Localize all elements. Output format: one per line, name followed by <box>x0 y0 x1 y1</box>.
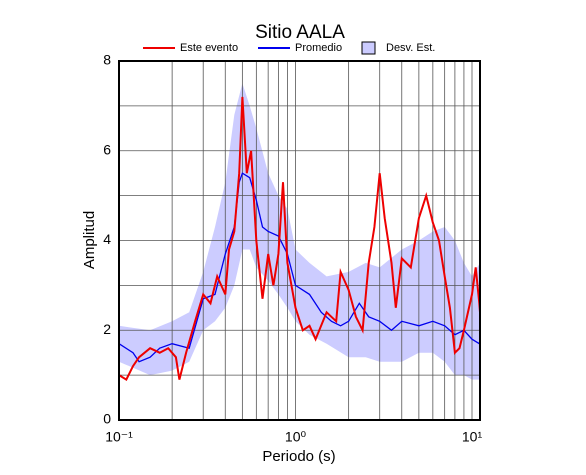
series-line <box>118 96 481 382</box>
chart-title: Sitio AALA <box>255 22 345 43</box>
x-axis-label: Periodo (s) <box>262 448 335 465</box>
legend-label: Este evento <box>180 42 238 54</box>
legend-label: Promedio <box>295 42 342 54</box>
y-axis-label: Amplitud <box>81 211 98 269</box>
y-tick-label: 6 <box>103 141 111 157</box>
y-tick-label: 0 <box>103 411 111 427</box>
series-line <box>118 172 481 363</box>
std-band <box>119 83 480 380</box>
plot-frame <box>118 60 481 421</box>
x-tick-label: 10⁻¹ <box>105 429 133 445</box>
y-tick-label: 2 <box>103 321 111 337</box>
x-tick-label: 10¹ <box>462 429 483 445</box>
y-tick-label: 4 <box>103 231 111 247</box>
x-tick-label: 10⁰ <box>285 429 307 445</box>
legend-swatch <box>361 41 376 55</box>
y-tick-label: 8 <box>103 52 111 68</box>
legend-label: Desv. Est. <box>386 42 435 54</box>
